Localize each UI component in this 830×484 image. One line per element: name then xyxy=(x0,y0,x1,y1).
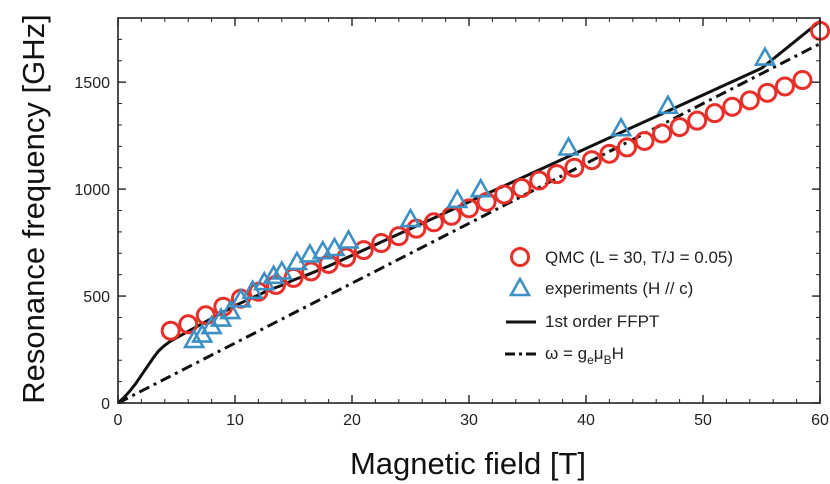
ticks-layer xyxy=(117,17,821,404)
experiment-point xyxy=(469,177,492,198)
y-tick-label: 500 xyxy=(83,289,110,306)
qmc-point xyxy=(687,110,708,131)
experiment-point xyxy=(656,94,680,115)
qmc-point xyxy=(388,226,409,247)
legend-omega-mu: μ xyxy=(594,344,604,363)
qmc-point xyxy=(774,76,795,97)
legend-omega-sub-b: B xyxy=(604,353,612,367)
experiment-point xyxy=(270,259,294,280)
legend: QMC (L = 30, T/J = 0.05) experiments (H … xyxy=(505,247,733,367)
x-tick-label: 60 xyxy=(811,412,829,429)
axes-frame xyxy=(117,17,821,404)
qmc-point xyxy=(265,274,286,295)
x-axis-label: Magnetic field [T] xyxy=(350,446,586,481)
qmc-point xyxy=(739,90,760,111)
tick-labels-layer: 0 10 20 30 40 50 60 0 500 1000 1500 xyxy=(74,75,829,429)
qmc-point xyxy=(459,198,479,219)
qmc-point xyxy=(599,143,620,164)
experiment-point xyxy=(753,45,777,66)
qmc-point xyxy=(564,157,585,178)
experiment-point xyxy=(262,264,285,285)
experiment-point xyxy=(253,270,276,291)
x-tick-label: 40 xyxy=(577,412,595,429)
legend-qmc-marker xyxy=(510,247,530,267)
y-axis-label: Resonance frequency [GHz] xyxy=(16,14,51,403)
qmc-point xyxy=(669,117,690,138)
omega-line xyxy=(117,42,821,405)
legend-omega-h: H xyxy=(612,344,624,363)
legend-omega-label: ω = geμBH xyxy=(545,344,624,367)
y-tick-label: 0 xyxy=(101,396,110,413)
y-tick-label: 1500 xyxy=(74,75,110,92)
legend-qmc-label: QMC (L = 30, T/J = 0.05) xyxy=(545,248,733,267)
qmc-point xyxy=(160,320,181,341)
qmc-point xyxy=(476,191,497,212)
qmc-point xyxy=(494,184,515,205)
qmc-point xyxy=(178,314,199,335)
legend-omega-sub-e: e xyxy=(587,353,594,367)
qmc-point xyxy=(652,123,673,144)
qmc-point xyxy=(301,261,322,282)
qmc-point xyxy=(423,212,444,233)
x-tick-label: 50 xyxy=(694,412,712,429)
experiment-point xyxy=(337,228,360,249)
x-tick-label: 30 xyxy=(460,412,478,429)
experiment-point xyxy=(182,328,206,349)
qmc-point xyxy=(195,305,216,326)
legend-omega-prefix: ω = g xyxy=(545,344,587,363)
experiment-point xyxy=(298,242,322,263)
qmc-point xyxy=(792,70,813,91)
x-tick-label: 0 xyxy=(114,412,123,429)
qmc-point xyxy=(757,82,778,103)
qmc-point xyxy=(634,130,655,151)
qmc-point xyxy=(616,137,637,158)
experiment-point xyxy=(557,135,580,156)
y-tick-label: 1000 xyxy=(74,182,110,199)
curves-layer xyxy=(116,20,821,405)
plot-area xyxy=(116,20,830,405)
x-tick-label: 10 xyxy=(226,412,244,429)
experiment-point xyxy=(446,188,469,209)
qmc-point xyxy=(511,178,532,199)
ffpt-curve xyxy=(116,20,821,405)
experiment-point xyxy=(609,116,633,137)
experiment-point xyxy=(399,207,422,228)
qmc-point xyxy=(581,150,602,171)
legend-ffpt-label: 1st order FFPT xyxy=(545,312,659,331)
qmc-point xyxy=(336,247,357,268)
qmc-point xyxy=(371,233,392,254)
qmc-point xyxy=(546,164,567,185)
qmc-point xyxy=(722,96,743,117)
qmc-point xyxy=(353,240,374,261)
legend-experiments-marker xyxy=(508,276,532,297)
experiment-point xyxy=(219,299,242,320)
x-tick-label: 20 xyxy=(343,412,361,429)
legend-experiments-label: experiments (H // c) xyxy=(545,279,693,298)
qmc-point xyxy=(529,170,550,191)
qmc-point xyxy=(704,103,725,124)
markers-layer xyxy=(160,20,830,349)
